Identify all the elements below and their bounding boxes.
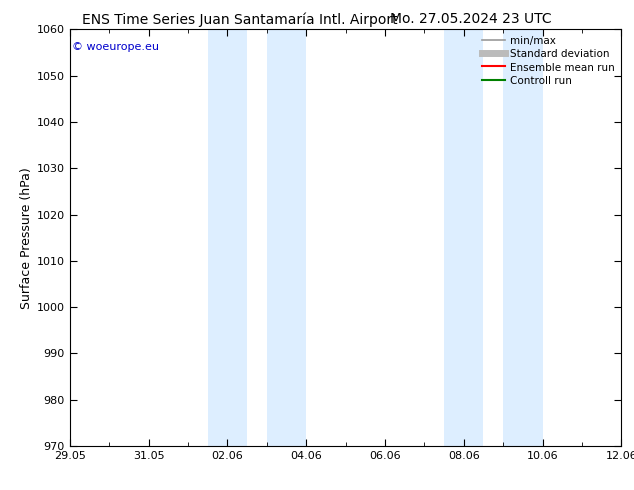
Bar (207, 29, 247, 446)
Text: ENS Time Series Juan Santamaría Intl. Airport: ENS Time Series Juan Santamaría Intl. Ai… (82, 12, 398, 27)
Bar (267, 29, 306, 446)
Text: © woeurope.eu: © woeurope.eu (72, 42, 160, 52)
Text: Mo. 27.05.2024 23 UTC: Mo. 27.05.2024 23 UTC (390, 12, 552, 26)
Bar (503, 29, 543, 446)
Legend: min/max, Standard deviation, Ensemble mean run, Controll run: min/max, Standard deviation, Ensemble me… (478, 31, 619, 90)
Y-axis label: Surface Pressure (hPa): Surface Pressure (hPa) (20, 167, 32, 309)
Bar (444, 29, 483, 446)
